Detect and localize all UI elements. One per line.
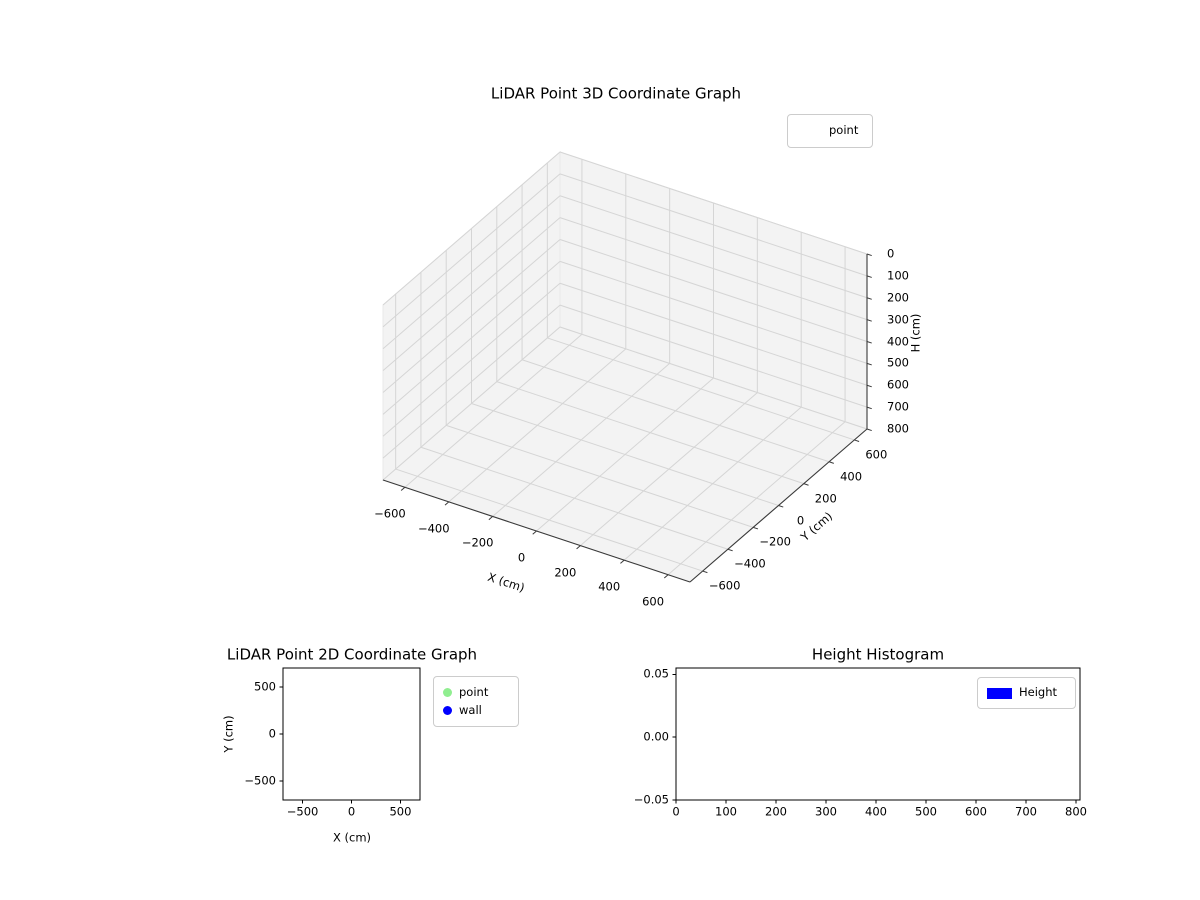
plot3d-grid-line — [446, 424, 754, 528]
plot3d-z-tick-mark — [866, 319, 872, 322]
plot3d-z-tick-mark — [866, 406, 872, 410]
legend-entry-wall: wall — [434, 702, 518, 720]
legend-label-point: point — [459, 684, 489, 699]
plot3d-z-axis-label: H (cm) — [908, 313, 923, 353]
plot3d-x-tick-mark — [620, 559, 625, 564]
plot3d-grid-line — [547, 337, 855, 441]
plot3d-grid-line — [496, 381, 804, 485]
plot3d-y-tick-mark — [803, 483, 809, 486]
plot3d-z-tick-mark — [866, 362, 872, 366]
legend-label-wall: wall — [459, 702, 482, 717]
plot3d-x-tick-mark — [400, 486, 406, 491]
plot3d-x-tick-mark — [488, 516, 493, 521]
plot3d-grid-line — [382, 195, 561, 350]
plot3d-grid-line — [382, 239, 561, 393]
plot3d-grid-line — [559, 173, 868, 277]
plot2d-x-axis-label: X (cm) — [332, 830, 372, 845]
legend-entry-point: point — [434, 684, 518, 702]
plot3d-grid-line — [521, 359, 830, 463]
plot3d-grid-line — [382, 260, 561, 415]
plot3d-y-tick-mark — [727, 548, 733, 552]
plot2d-y-axis-label: Y (cm) — [221, 715, 236, 753]
legend-label-point: point — [829, 123, 859, 138]
point-marker-icon — [443, 688, 452, 697]
plot3d-legend: point — [787, 114, 873, 148]
plot3d-z-tick-mark — [866, 275, 872, 278]
plot3d-grid-line — [382, 151, 561, 306]
plot3d-grid-line — [559, 326, 868, 430]
plot2d-title: LiDAR Point 2D Coordinate Graph — [226, 645, 478, 664]
plot3d-y-tick-mark — [778, 505, 784, 508]
plot3d-title: LiDAR Point 3D Coordinate Graph — [490, 84, 742, 103]
plot3d-grid-line — [382, 217, 561, 372]
plot3d-grid-line — [471, 403, 779, 506]
plot3d-grid-line — [559, 239, 868, 342]
plot3d-grid-line — [559, 151, 868, 255]
plot3d-x-tick-mark — [576, 545, 581, 550]
height-bar-marker-icon — [987, 687, 1012, 699]
plot3d-grid-line — [559, 260, 868, 364]
plot3d-grid-line — [382, 282, 561, 437]
legend-entry-height: Height — [978, 684, 1075, 702]
plot3d-y-tick-mark — [854, 439, 860, 442]
plot3d-y-tick-mark — [753, 526, 759, 530]
plot3d-y-tick-mark — [702, 570, 708, 574]
histogram-legend: Height — [977, 677, 1076, 709]
plot3d-grid-line — [382, 326, 561, 481]
legend-entry-point: point — [788, 122, 872, 140]
plot3d-grid-line — [395, 468, 703, 572]
plot3d-grid-line — [559, 195, 868, 299]
plot3d-grid-line — [559, 217, 868, 321]
plot3d-z-tick-mark — [866, 428, 872, 432]
plot3d-y-tick-mark — [828, 461, 834, 464]
plot3d-grid-line — [382, 173, 561, 328]
plot2d-axes-frame — [282, 667, 421, 801]
plot3d-z-tick-mark — [866, 253, 872, 257]
plot3d-x-tick-mark — [663, 574, 669, 579]
plot3d-z-tick-mark — [866, 341, 872, 344]
plot3d-grid-line — [420, 446, 729, 550]
plot3d-x-tick-mark — [444, 501, 450, 506]
point-scatter-marker-placeholder — [797, 127, 822, 136]
plot3d-x-tick-mark — [532, 530, 537, 535]
plot3d-z-tick-mark — [866, 384, 872, 388]
plot3d-grid-line — [382, 304, 561, 459]
wall-marker-icon — [443, 706, 452, 715]
histogram-title: Height Histogram — [811, 645, 945, 664]
legend-label-height: Height — [1019, 685, 1058, 700]
plot2d-legend: point wall — [433, 676, 519, 727]
plot3d-grid-line — [559, 282, 868, 386]
plot3d-grid-line — [559, 304, 868, 408]
plot3d-z-tick-mark — [866, 297, 872, 300]
